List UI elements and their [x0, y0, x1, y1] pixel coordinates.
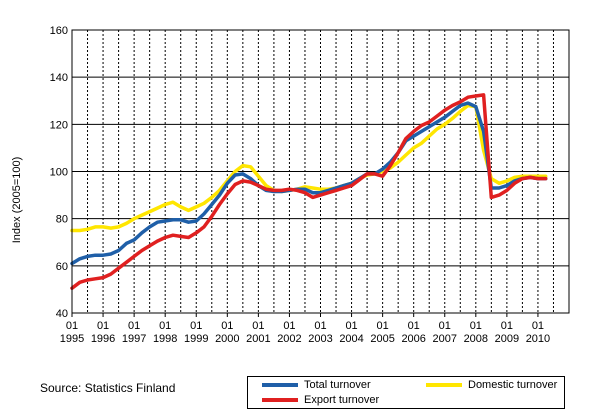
- x-tick-label-year: 2010: [526, 333, 550, 345]
- series-line-export-turnover: [70, 93, 548, 290]
- x-tick-label-year: 2001: [246, 333, 270, 345]
- chart-legend: Total turnover Domestic turnover Export …: [247, 376, 565, 409]
- x-tick-label-top: 01: [66, 320, 78, 332]
- x-tick-label-year: 1996: [91, 333, 115, 345]
- x-tick-label-top: 01: [221, 320, 233, 332]
- x-tick-label-year: 1998: [153, 333, 177, 345]
- x-tick-label-top: 01: [128, 320, 140, 332]
- x-tick-label-year: 2003: [308, 333, 332, 345]
- x-tick-label-top: 01: [532, 320, 544, 332]
- legend-swatch-total: [262, 383, 298, 388]
- series-layer: [70, 93, 548, 290]
- legend-label-domestic: Domestic turnover: [468, 379, 558, 391]
- series-line-total-turnover: [70, 101, 548, 266]
- x-tick-label-top: 01: [190, 320, 202, 332]
- series-line-domestic-turnover: [70, 103, 548, 233]
- x-tick-label-year: 2007: [433, 333, 457, 345]
- x-tick-label-top: 01: [97, 320, 109, 332]
- x-tick-label-year: 2004: [339, 333, 363, 345]
- legend-swatch-export: [262, 398, 298, 403]
- legend-label-export: Export turnover: [304, 394, 380, 406]
- x-tick-label-top: 01: [377, 320, 389, 332]
- y-tick-label: 60: [56, 261, 68, 273]
- legend-item-total: Total turnover: [262, 379, 371, 391]
- x-tick-label-top: 01: [283, 320, 295, 332]
- legend-item-export: Export turnover: [262, 394, 379, 406]
- axis-layer: 4060801001201401600119950119960119970119…: [50, 25, 551, 345]
- x-tick-label-year: 1997: [122, 333, 146, 345]
- y-tick-label: 40: [56, 308, 68, 320]
- x-tick-label-year: 2005: [370, 333, 394, 345]
- x-tick-label-year: 1999: [184, 333, 208, 345]
- x-tick-label-top: 01: [252, 320, 264, 332]
- y-tick-label: 120: [50, 119, 68, 131]
- y-tick-label: 160: [50, 25, 68, 37]
- x-tick-label-top: 01: [439, 320, 451, 332]
- legend-label-total: Total turnover: [304, 379, 371, 391]
- x-tick-label-year: 1995: [60, 333, 84, 345]
- x-tick-label-top: 01: [470, 320, 482, 332]
- source-note: Source: Statistics Finland: [40, 381, 176, 395]
- x-tick-label-top: 01: [345, 320, 357, 332]
- x-tick-label-top: 01: [159, 320, 171, 332]
- x-tick-label-year: 2002: [277, 333, 301, 345]
- y-tick-label: 80: [56, 214, 68, 226]
- x-tick-label-year: 2009: [495, 333, 519, 345]
- x-tick-label-top: 01: [408, 320, 420, 332]
- y-tick-label: 140: [50, 72, 68, 84]
- y-axis-title: Index (2005=100): [11, 157, 23, 244]
- legend-swatch-domestic: [426, 383, 462, 388]
- grid-layer: [72, 29, 569, 314]
- x-tick-label-top: 01: [314, 320, 326, 332]
- x-tick-label-year: 2008: [464, 333, 488, 345]
- legend-item-domestic: Domestic turnover: [426, 379, 557, 391]
- y-tick-label: 100: [50, 167, 68, 179]
- x-tick-label-year: 2000: [215, 333, 239, 345]
- x-tick-label-year: 2006: [401, 333, 425, 345]
- x-tick-label-top: 01: [501, 320, 513, 332]
